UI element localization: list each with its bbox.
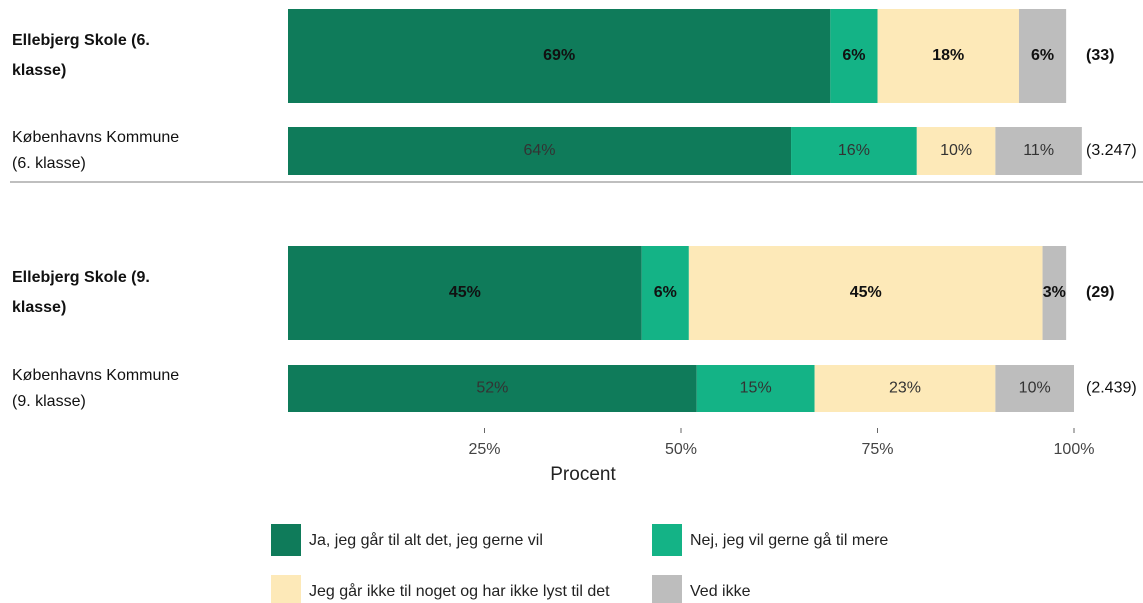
legend-label: Ja, jeg går til alt det, jeg gerne vil <box>309 531 543 549</box>
value-label: 6% <box>654 284 677 301</box>
category-label: Ellebjerg Skole (9. klasse) <box>12 269 150 316</box>
value-label: 45% <box>850 284 882 301</box>
category-label: Københavns Kommune (9. klasse) <box>12 366 180 410</box>
n-label: (29) <box>1086 284 1114 301</box>
value-label: 3% <box>1043 284 1066 301</box>
bar-segment <box>1018 9 1067 103</box>
legend-label: Nej, jeg vil gerne gå til mere <box>690 531 888 549</box>
value-label: 45% <box>449 284 481 301</box>
bar-segment <box>916 127 996 175</box>
legend-swatch <box>271 524 301 556</box>
value-label: 11% <box>1023 142 1054 159</box>
value-label: 10% <box>1019 380 1051 397</box>
value-label: 23% <box>889 380 921 397</box>
legend-label: Ved ikke <box>690 583 751 600</box>
value-label: 6% <box>1031 47 1054 64</box>
bar-segment <box>830 9 878 103</box>
category-label: Københavns Kommune (6. klasse) <box>12 129 180 172</box>
bar-segment <box>995 365 1074 412</box>
category-label: Ellebjerg Skole (6. klasse) <box>12 32 150 79</box>
bar-segment <box>696 365 815 412</box>
value-label: 69% <box>543 47 575 64</box>
value-label: 16% <box>838 142 870 159</box>
bar-segment <box>1042 246 1067 340</box>
bar-segment <box>877 9 1019 103</box>
n-label: (33) <box>1086 47 1114 64</box>
bar-segment <box>995 127 1082 175</box>
value-label: 18% <box>932 47 964 64</box>
bar-segment <box>288 246 642 340</box>
bar-segment <box>791 127 917 175</box>
value-label: 10% <box>940 142 972 159</box>
n-label: (3.247) <box>1086 142 1137 159</box>
n-label: (2.439) <box>1086 380 1137 397</box>
value-label: 52% <box>476 380 508 397</box>
x-tick-label: 75% <box>861 441 893 458</box>
value-label: 15% <box>740 380 772 397</box>
legend-swatch <box>652 524 682 556</box>
x-tick-label: 50% <box>665 441 697 458</box>
x-tick-label: 25% <box>468 441 500 458</box>
bar-segment <box>641 246 689 340</box>
legend-label: Jeg går ikke til noget og har ikke lyst … <box>309 582 610 600</box>
legend-swatch <box>652 575 682 603</box>
x-tick-label: 100% <box>1054 441 1095 458</box>
bar-segment <box>288 9 831 103</box>
legend-swatch <box>271 575 301 603</box>
bar-segment <box>688 246 1043 340</box>
value-label: 6% <box>842 47 865 64</box>
value-label: 64% <box>524 142 556 159</box>
x-axis-label: Procent <box>550 464 616 485</box>
bar-segment <box>288 365 697 412</box>
bar-segment <box>288 127 792 175</box>
bar-segment <box>814 365 996 412</box>
